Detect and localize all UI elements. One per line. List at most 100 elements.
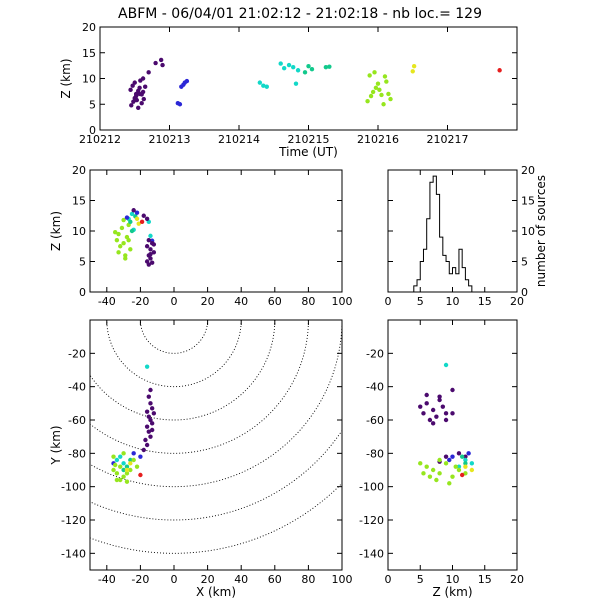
data-point-purple <box>463 454 468 459</box>
data-point-red <box>138 472 143 478</box>
data-point-purple <box>424 401 429 406</box>
x-tick-label: 60 <box>268 573 282 586</box>
data-point-lime <box>424 464 429 469</box>
y-tick-label: -40 <box>68 381 86 394</box>
data-point-yellow <box>469 467 475 473</box>
data-point-purple <box>137 85 142 90</box>
data-point-cyan <box>257 80 263 85</box>
time_height-panel: 210212 210213 210214 210215 210216 210217 0 5 10… <box>59 21 518 159</box>
data-point-purple <box>440 404 446 409</box>
data-point-lime <box>113 462 118 468</box>
data-point-teal <box>459 454 465 459</box>
data-point-cyan <box>281 66 287 71</box>
data-point-purple <box>134 97 140 103</box>
y-axis-label: number of sources <box>534 175 548 287</box>
y-tick-label: 5 <box>79 256 86 269</box>
plan_view-panel: -40 -20 0 20 40 60 80 100 -140 -120 -100 -80 -60 -40 -… <box>49 319 353 599</box>
x-tick-label: -20 <box>131 573 149 586</box>
data-point-cyan <box>295 68 301 73</box>
data-point-lime <box>121 474 126 479</box>
data-point-purple <box>148 256 153 261</box>
data-point-purple <box>144 409 150 414</box>
data-point-lime <box>384 79 389 84</box>
data-point-teal <box>323 64 329 70</box>
data-point-lime <box>111 454 116 459</box>
data-point-lime <box>116 231 121 237</box>
x-tick-label: 60 <box>268 295 282 308</box>
y-tick-label: -80 <box>366 447 384 460</box>
data-point-lime <box>119 225 125 231</box>
data-point-cyan <box>286 62 292 68</box>
y-tick-label: 10 <box>82 73 96 86</box>
data-point-purple <box>437 394 442 399</box>
x-axis-label: Time (UT) <box>278 145 338 159</box>
y-tick-label: 5 <box>521 256 528 269</box>
x-tick-label: 20 <box>201 295 215 308</box>
data-point-blue <box>134 210 140 215</box>
y-tick-label: 5 <box>89 98 96 111</box>
data-point-blue <box>179 84 184 89</box>
y-tick-label: 20 <box>521 164 535 177</box>
x-tick-label: 15 <box>478 573 492 586</box>
data-point-purple <box>148 251 153 257</box>
x-tick-label: 210217 <box>427 133 469 146</box>
x-tick-label: -40 <box>98 573 116 586</box>
data-point-lime <box>443 461 449 466</box>
y-tick-label: 0 <box>521 286 528 299</box>
data-point-cyan <box>114 457 120 463</box>
data-point-lime <box>382 74 388 79</box>
data-point-purple <box>443 454 449 459</box>
data-point-purple <box>443 411 449 416</box>
data-point-lime <box>128 467 133 473</box>
data-point-lime <box>367 73 372 78</box>
data-point-cyan <box>264 84 269 89</box>
data-point-lime <box>437 471 442 476</box>
data-point-lime <box>372 70 377 75</box>
data-point-purple <box>149 406 155 411</box>
x-tick-label: 20 <box>510 295 524 308</box>
data-point-purple <box>146 262 151 267</box>
figure-title: ABFM - 06/04/01 21:02:12 - 21:02:18 - nb… <box>118 6 482 22</box>
data-point-lime <box>123 256 128 261</box>
y-axis-label: Z (km) <box>59 58 73 98</box>
data-point-blue <box>131 451 136 456</box>
data-point-purple <box>129 103 134 108</box>
data-point-purple <box>132 80 137 85</box>
data-point-yellow <box>463 464 468 469</box>
x-tick-label: 80 <box>301 295 315 308</box>
data-point-purple <box>456 451 462 456</box>
y-tick-label: -140 <box>359 547 384 560</box>
y-tick-label: 20 <box>82 21 96 34</box>
x_height-frame <box>89 169 343 293</box>
data-point-teal <box>302 70 308 75</box>
data-point-purple <box>151 242 157 247</box>
data-point-blue <box>138 454 143 459</box>
data-point-purple <box>148 401 153 406</box>
data-point-yellow <box>136 221 141 226</box>
data-point-blue <box>177 102 183 107</box>
y-tick-label: 15 <box>82 47 96 60</box>
x-tick-label: 40 <box>234 573 248 586</box>
data-point-cyan <box>129 211 135 217</box>
data-point-lime <box>370 89 376 95</box>
data-point-lime <box>116 250 121 255</box>
data-point-purple <box>149 260 155 265</box>
z_plan-panel: 0 5 10 15 20 -140 -120 -100 -80 -60 -40 -20 Z (km) <box>359 319 524 599</box>
x-tick-label: 5 <box>417 573 424 586</box>
x-tick-label: 0 <box>171 295 178 308</box>
data-point-red <box>497 68 502 73</box>
data-point-purple <box>146 414 151 419</box>
y-axis-label: Z (km) <box>49 211 63 251</box>
data-point-teal <box>128 457 133 463</box>
data-point-lime <box>453 464 458 469</box>
data-point-purple <box>434 414 439 419</box>
x-tick-label: 10 <box>446 295 460 308</box>
data-point-purple <box>151 411 157 416</box>
y-tick-label: 15 <box>521 195 535 208</box>
x-tick-label: 210213 <box>149 133 191 146</box>
x_height-panel: -40 -20 0 20 40 60 80 100 0 5 10 15 20 Z (km) <box>49 164 353 308</box>
time_height-points <box>128 57 502 111</box>
x-tick-label: 10 <box>446 573 460 586</box>
x-tick-label: 210214 <box>218 133 260 146</box>
data-point-teal <box>124 464 130 469</box>
